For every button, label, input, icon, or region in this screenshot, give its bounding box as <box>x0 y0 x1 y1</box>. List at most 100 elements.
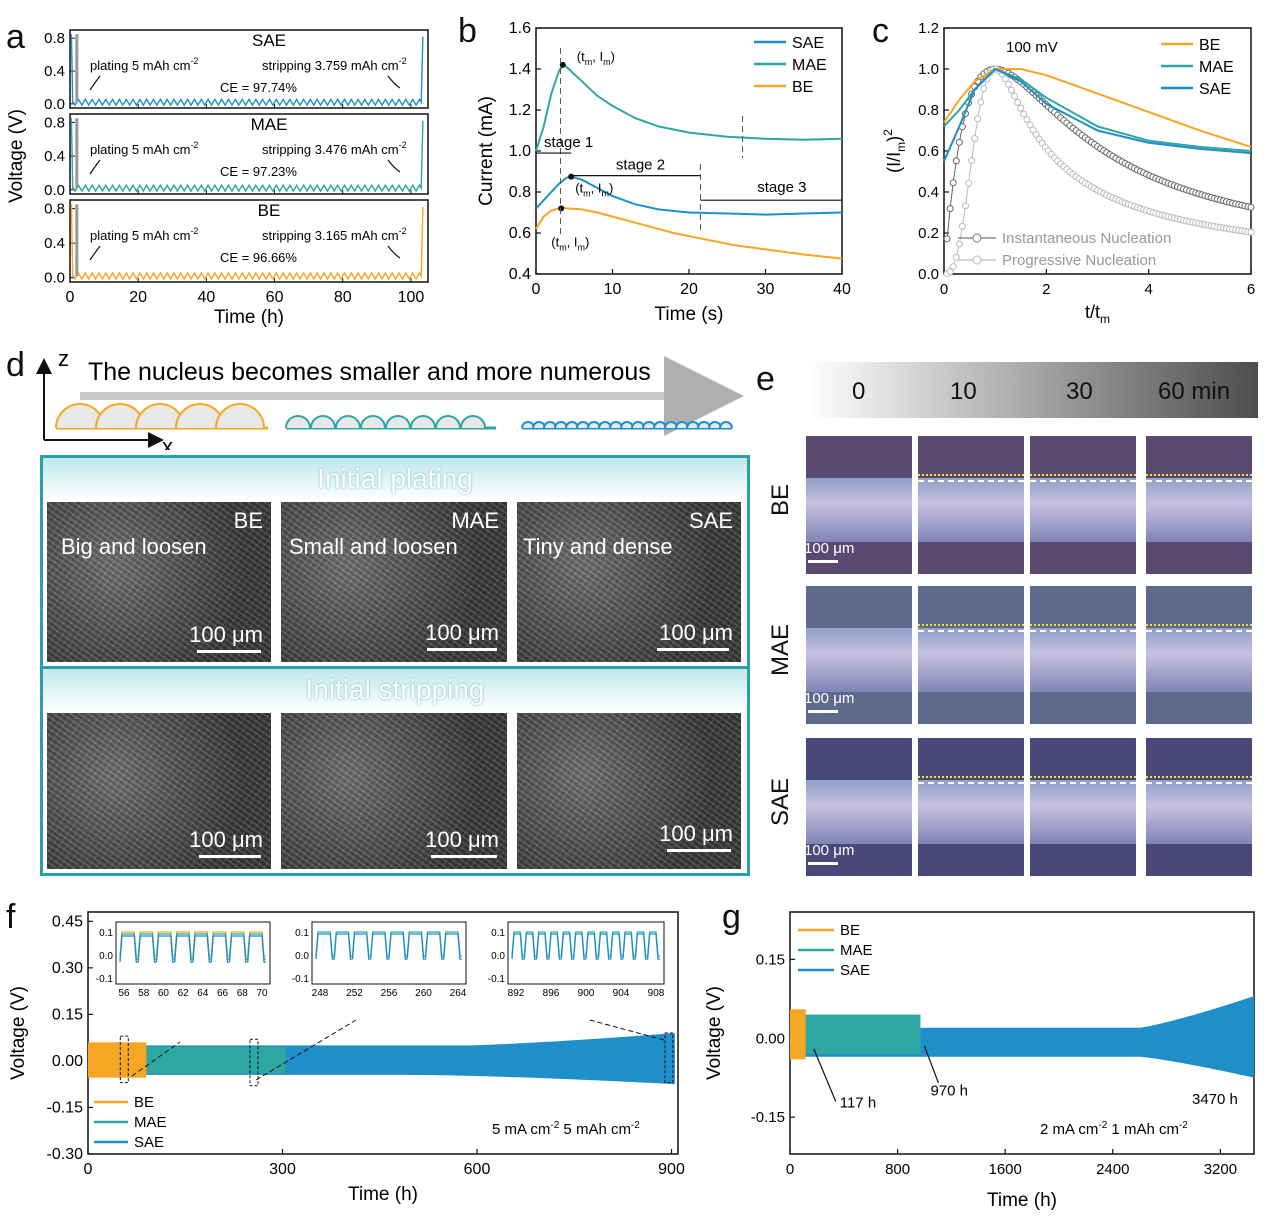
x-tick-label: 20 <box>129 289 147 306</box>
y-tick-label: 0.2 <box>918 225 939 242</box>
chart-c: 0 2 4 6 0.0 0.2 0.4 0.6 0.8 1.0 1.2 BE MAE SAE 100 mV I… <box>881 20 1255 326</box>
superscript: 2 <box>881 129 895 136</box>
scale-bar <box>808 560 838 563</box>
optical-image <box>806 586 912 724</box>
nucleus <box>460 415 486 429</box>
dendrite-outline <box>1030 624 1136 626</box>
inset-x-tick: 892 <box>508 988 525 999</box>
inset-x-tick: 68 <box>237 988 249 999</box>
inset-trace <box>119 935 266 963</box>
text: ) <box>609 181 613 196</box>
time-gradient-bar <box>808 362 1258 418</box>
nucleus <box>385 415 411 429</box>
x-axis-label: Time (h) <box>348 1184 418 1205</box>
x-tick-label: 40 <box>197 289 215 306</box>
time-label-0: 0 <box>852 378 866 405</box>
series-MAE <box>535 63 843 152</box>
superscript: -2 <box>399 140 407 150</box>
scale-bar <box>808 710 838 713</box>
sem-desc: Tiny and dense <box>523 534 673 559</box>
legend-label: MAE <box>1199 59 1234 76</box>
model-marker <box>952 157 960 165</box>
y-axis-label: Voltage (V) <box>8 986 29 1080</box>
text: , I <box>567 234 578 249</box>
y-axis-label: (I/Im)2 <box>881 129 908 173</box>
y-tick-label: 0.15 <box>756 951 785 968</box>
interface-dashed-line <box>918 480 1024 482</box>
y-tick-label: 1.0 <box>918 61 939 78</box>
series-BE <box>535 206 843 260</box>
inset-trace <box>315 933 462 960</box>
subplot-frame <box>69 113 429 195</box>
dendrite-outline <box>918 776 1024 778</box>
x-tick-label: 800 <box>885 1161 910 1178</box>
peak-label: (tm, Im) <box>575 181 613 199</box>
y-tick-label: 0.15 <box>52 1006 83 1023</box>
y-tick-label: 0.0 <box>44 270 65 287</box>
x-tick-label: 30 <box>757 281 775 298</box>
zoom-arrow <box>255 1019 357 1081</box>
scale-bar <box>808 862 838 865</box>
zoom-arrow <box>589 1019 665 1041</box>
sem-stripping-sae: 100 μm <box>517 713 741 869</box>
nucleus <box>410 415 436 429</box>
inset-trace <box>119 931 266 957</box>
model-marker <box>955 138 963 146</box>
legend-label: MAE <box>134 1114 167 1131</box>
electrode-band <box>1030 478 1136 542</box>
electrode-band <box>1030 780 1136 844</box>
subplot-trace <box>70 118 424 193</box>
model-marker <box>949 263 957 271</box>
scale-label: 100 μm <box>804 540 855 557</box>
optical-image <box>1146 436 1252 574</box>
x-tick-label: 20 <box>680 281 698 298</box>
electrode-band <box>918 628 1024 692</box>
superscript: -2 <box>190 56 198 66</box>
sem-label: SAE <box>688 508 733 533</box>
superscript: -2 <box>399 56 407 66</box>
optical-image <box>1030 586 1136 724</box>
inset-trace <box>511 933 660 960</box>
inset-x-tick: 264 <box>450 988 467 999</box>
interface-dashed-line <box>1030 782 1136 784</box>
subplot-name: MAE <box>251 115 288 134</box>
legend-label: MAE <box>840 942 873 959</box>
x-tick-label: 40 <box>833 281 851 298</box>
callout-label: 3470 h <box>1192 1091 1238 1108</box>
model-legend-marker <box>972 255 982 265</box>
zoom-arrow <box>131 1041 181 1077</box>
model-marker <box>958 222 966 230</box>
model-marker <box>977 98 985 106</box>
inset-x-tick: 64 <box>197 988 209 999</box>
row-label: BE <box>767 484 794 517</box>
x-tick-label: 0 <box>940 281 948 298</box>
sem-desc: Small and loosen <box>289 534 458 559</box>
subscript: m <box>559 242 567 252</box>
ce-label: CE = 97.23% <box>220 164 297 179</box>
dendrite-outline <box>1030 474 1136 476</box>
scale-bar <box>197 650 261 653</box>
panel-label-g: g <box>722 898 741 936</box>
y-axis-label: Voltage (V) <box>704 986 725 1080</box>
y-tick-label: 0.6 <box>509 225 531 242</box>
optical-image <box>918 436 1024 574</box>
x-tick-label: 80 <box>334 289 352 306</box>
inset-y-tick: -0.1 <box>96 974 114 985</box>
scale-bar <box>431 855 497 858</box>
sem-label: BE <box>233 508 263 533</box>
x-tick-label: 600 <box>464 1161 491 1178</box>
inset-x-tick: 66 <box>217 988 229 999</box>
electrode-band <box>1030 628 1136 692</box>
time-label-10: 10 <box>950 378 977 405</box>
nucleus-caption: The nucleus becomes smaller and more num… <box>88 358 651 386</box>
plating-arrow <box>89 159 101 175</box>
model-marker <box>952 253 960 261</box>
legend-label: SAE <box>134 1134 164 1151</box>
optical-row: SAE 100 μm <box>760 738 1260 876</box>
dendrite-outline <box>1146 624 1252 626</box>
legend-label: MAE <box>792 57 827 74</box>
optical-image <box>918 738 1024 876</box>
optical-row: BE 100 μm <box>760 436 1260 574</box>
stage-label: stage 1 <box>544 134 593 151</box>
nucleus <box>360 415 386 429</box>
